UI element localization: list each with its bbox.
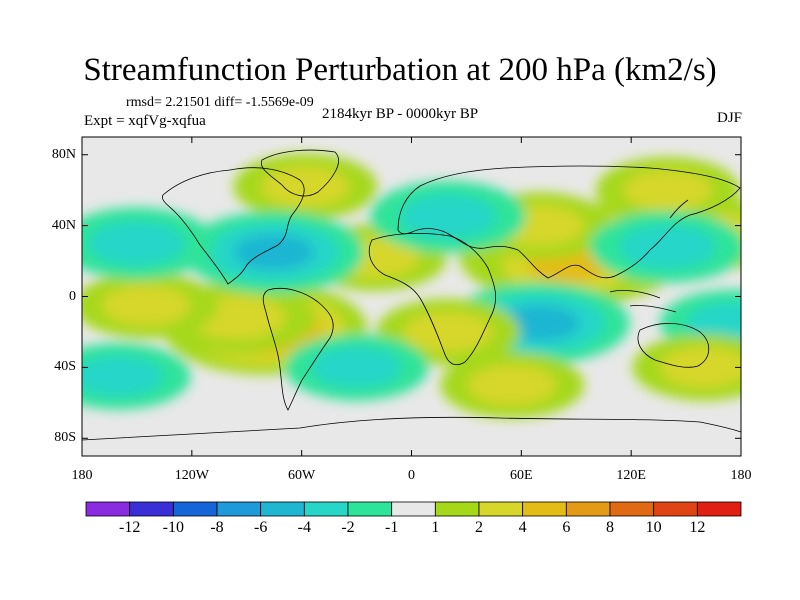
- anomaly-region-11-level-1: [88, 221, 185, 266]
- colorbar-swatch-12: [609, 501, 655, 517]
- map-field: [82, 137, 741, 456]
- y-tick-label: 0: [69, 288, 76, 304]
- x-tick-label: 60E: [510, 468, 533, 483]
- rmsd-diff-text: rmsd= 2.21501 diff= -1.5569e-09: [126, 95, 314, 110]
- anomaly-region-18-level-1: [467, 364, 557, 406]
- coastlines: [82, 149, 741, 441]
- colorbar-swatch-8: [434, 501, 480, 517]
- coast-greenland: [260, 149, 339, 197]
- x-tick-label: 180: [71, 468, 93, 483]
- colorbar-label: 2: [475, 519, 483, 536]
- colorbar-swatch-1: [129, 501, 174, 517]
- colorbar-label: -4: [297, 519, 311, 536]
- x-tick-label: 0: [408, 468, 415, 483]
- colorbar: [85, 501, 742, 517]
- anomaly-layer: [82, 153, 741, 419]
- period-label: 2184kyr BP - 0000kyr BP: [322, 106, 479, 122]
- coast-indonesia: [609, 290, 677, 313]
- coast-antarctica: [82, 416, 741, 441]
- y-tick-label: 40S: [54, 359, 76, 375]
- colorbar-swatch-5: [303, 501, 349, 517]
- colorbar-label: -1: [384, 519, 399, 536]
- chart-title: Streamfunction Perturbation at 200 hPa (…: [83, 52, 717, 88]
- anomaly-region-17-level-1: [403, 311, 493, 353]
- colorbar-swatch-11: [565, 501, 611, 517]
- anomaly-region-10-level-2: [234, 233, 315, 271]
- y-tick-label: 80S: [54, 430, 76, 446]
- colorbar-swatch-10: [522, 501, 567, 517]
- tick-marks: [81, 137, 742, 456]
- anomaly-region-5-level-1: [101, 284, 191, 326]
- colorbar-label: -8: [210, 519, 224, 536]
- anomaly-region-14-level-1: [619, 224, 716, 269]
- colorbar-label: 10: [645, 519, 662, 536]
- x-tick-label: 120E: [616, 468, 646, 483]
- anomaly-region-12-level-1: [400, 194, 497, 239]
- anomaly-region-20-level-1: [312, 346, 401, 388]
- colorbar-label: -10: [162, 519, 184, 536]
- colorbar-swatch-4: [260, 501, 305, 517]
- colorbar-label: -12: [118, 519, 141, 536]
- x-tick-label: 180: [730, 468, 752, 483]
- colorbar-swatch-7: [391, 501, 436, 517]
- colorbar-label: -2: [341, 519, 355, 536]
- colorbar-label: 4: [518, 519, 527, 536]
- coast-australia: [637, 323, 710, 368]
- anomaly-region-19-level-1: [660, 346, 741, 388]
- colorbar-swatch-9: [478, 501, 524, 517]
- coast-africa: [368, 232, 497, 366]
- coast-eurasia: [397, 165, 741, 279]
- colorbar-swatch-2: [172, 501, 218, 517]
- anomaly-region-6-level-1: [261, 166, 350, 208]
- colorbar-swatch-6: [347, 501, 393, 517]
- season-label: DJF: [716, 110, 742, 126]
- x-tick-label: 120W: [174, 468, 209, 483]
- y-tick-label: 80N: [51, 146, 76, 162]
- colorbar-swatch-13: [653, 501, 698, 517]
- colorbar-label: 1: [431, 519, 440, 536]
- x-tick-label: 60W: [288, 468, 316, 483]
- colorbar-label: 6: [562, 519, 571, 536]
- coast-south-america: [262, 287, 334, 411]
- anomaly-region-16-level-1: [82, 355, 163, 397]
- colorbar-label: 8: [606, 519, 614, 536]
- coast-north-america: [161, 167, 305, 285]
- y-tick-label: 40N: [51, 217, 76, 233]
- experiment-label: Expt = xqfVg-xqfua: [84, 113, 206, 129]
- colorbar-swatch-0: [85, 501, 131, 517]
- anomaly-region-9-level-1: [623, 169, 713, 211]
- colorbar-swatch-14: [696, 501, 742, 517]
- coast-japan: [669, 199, 689, 219]
- colorbar-swatch-3: [216, 501, 262, 517]
- colorbar-label: -6: [253, 519, 268, 536]
- colorbar-label: 12: [689, 519, 706, 536]
